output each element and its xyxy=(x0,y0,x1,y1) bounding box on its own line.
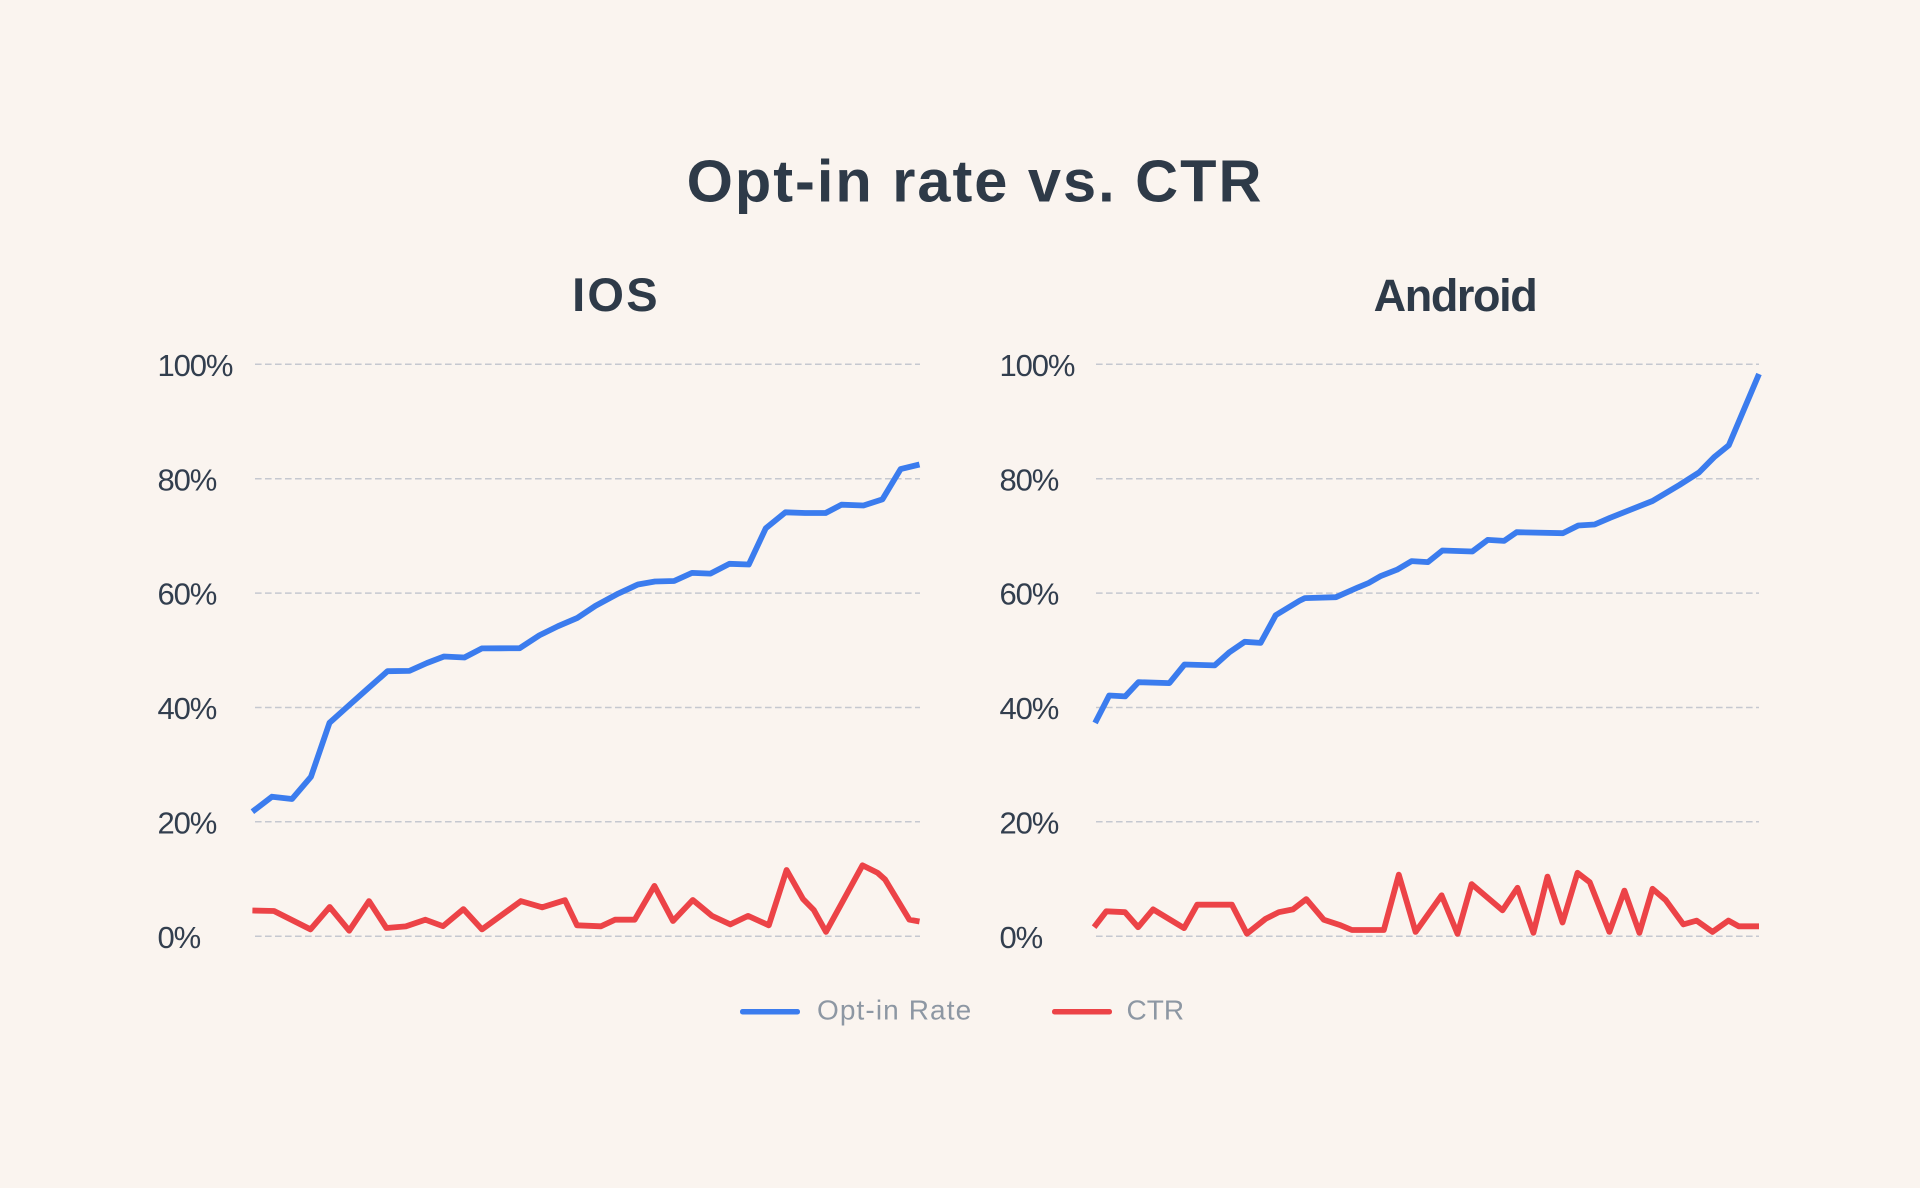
svg-text:IOS: IOS xyxy=(572,268,660,321)
svg-text:Android: Android xyxy=(1374,270,1537,321)
svg-text:20%: 20% xyxy=(158,805,217,840)
svg-text:Opt-in rate vs. CTR: Opt-in rate vs. CTR xyxy=(687,148,1264,215)
svg-text:CTR: CTR xyxy=(1127,995,1185,1026)
svg-text:Opt-in Rate: Opt-in Rate xyxy=(817,995,972,1026)
svg-text:80%: 80% xyxy=(1000,462,1059,497)
svg-text:0%: 0% xyxy=(1000,920,1043,955)
svg-text:40%: 40% xyxy=(1000,691,1059,726)
svg-text:60%: 60% xyxy=(158,577,217,612)
svg-text:60%: 60% xyxy=(1000,577,1059,612)
svg-text:20%: 20% xyxy=(1000,805,1059,840)
svg-text:40%: 40% xyxy=(158,691,217,726)
svg-text:0%: 0% xyxy=(158,920,201,955)
svg-text:100%: 100% xyxy=(1000,348,1075,383)
svg-text:80%: 80% xyxy=(158,462,217,497)
svg-text:100%: 100% xyxy=(158,348,233,383)
